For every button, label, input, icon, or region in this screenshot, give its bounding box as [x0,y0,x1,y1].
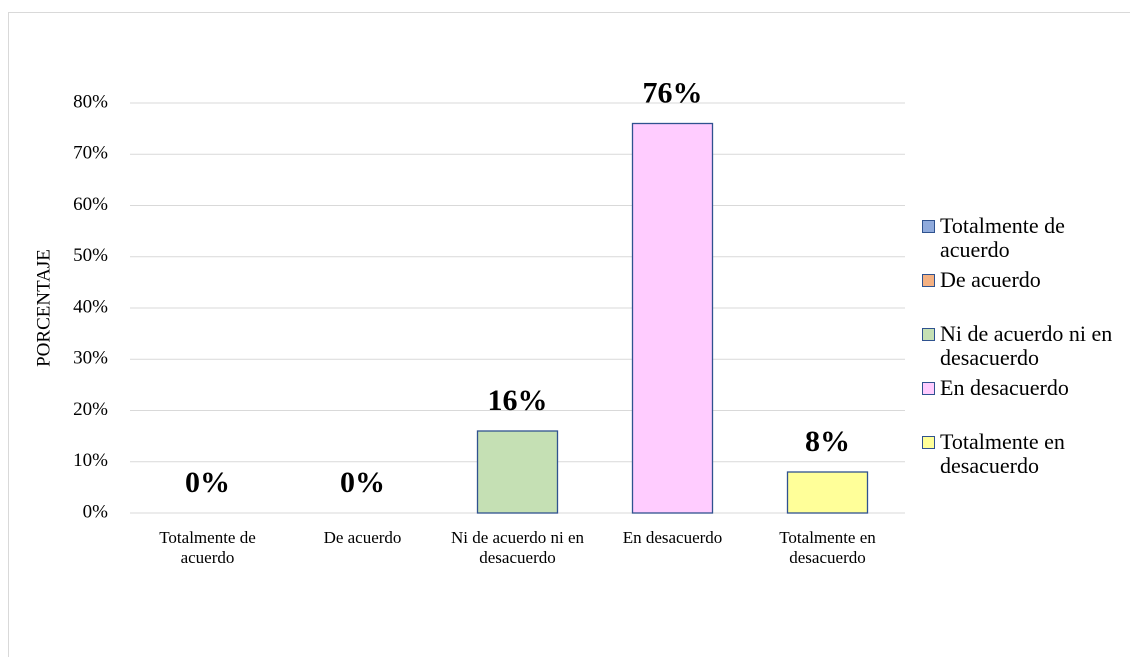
x-tick-label: Totalmente de acuerdo [159,528,256,567]
x-tick-label: Totalmente en desacuerdo [779,528,876,567]
legend-swatch [922,328,935,341]
data-label: 16% [488,384,548,417]
x-tick-label: De acuerdo [323,528,402,547]
y-axis-title: PORCENTAJE [33,249,54,367]
x-tick-label: En desacuerdo [622,528,723,547]
data-label: 76% [643,76,703,109]
y-tick-label: 70% [73,143,108,164]
legend-item: Totalmente de acuerdo [922,214,1130,262]
legend-swatch [922,274,935,287]
legend-label: Totalmente en desacuerdo [940,429,1065,478]
bar [786,471,869,514]
legend-item: De acuerdo [922,268,1130,292]
legend-item: Ni de acuerdo ni en desacuerdo [922,322,1130,370]
data-label: 8% [805,425,850,458]
legend-label: Totalmente de acuerdo [940,213,1065,262]
y-tick-label: 20% [73,399,108,420]
legend-swatch [922,220,935,233]
legend-label: En desacuerdo [940,375,1069,400]
legend-swatch [922,436,935,449]
data-label: 0% [185,466,230,499]
legend-item: En desacuerdo [922,376,1130,400]
y-tick-label: 80% [73,91,108,112]
bar [476,430,559,514]
y-tick-label: 50% [73,245,108,266]
chart-frame [8,12,1130,657]
x-tick-label: Ni de acuerdo ni en desacuerdo [450,528,585,567]
y-tick-label: 30% [73,348,108,369]
y-tick-label: 0% [83,501,109,522]
y-tick-label: 10% [73,450,108,471]
legend-swatch [922,382,935,395]
legend-label: Ni de acuerdo ni en desacuerdo [940,321,1113,370]
bar [631,122,714,514]
legend-item: Totalmente en desacuerdo [922,430,1130,478]
data-label: 0% [340,466,385,499]
y-tick-label: 60% [73,194,108,215]
legend-label: De acuerdo [940,267,1041,292]
y-tick-label: 40% [73,296,108,317]
